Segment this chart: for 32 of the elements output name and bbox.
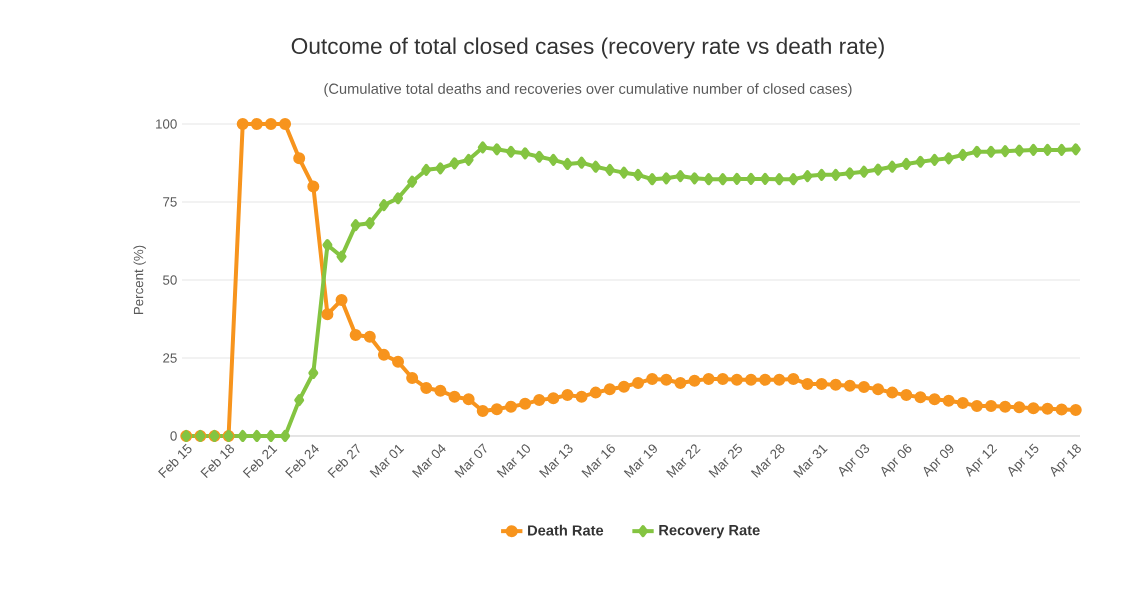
x-tick-label: Mar 16 — [581, 444, 615, 478]
chart-title: Outcome of total closed cases (recovery rate vs death rate) — [291, 37, 884, 59]
x-tick-label: Mar 13 — [539, 444, 573, 478]
x-tick-label: Mar 07 — [454, 443, 487, 478]
x-tick-label: Mar 31 — [793, 444, 828, 478]
chart-subtitle: (Cumulative total deaths and recoveries over cumulative number of closed cases) — [324, 83, 852, 97]
y-tick-label: 0 — [170, 431, 177, 441]
y-tick-label: 75 — [163, 197, 177, 207]
y-tick-label: 100 — [156, 119, 177, 129]
x-tick-label: Mar 10 — [496, 444, 531, 478]
legend-label: Death Rate — [528, 524, 604, 536]
x-tick-label: Apr 09 — [923, 444, 954, 477]
y-tick-label: 25 — [163, 353, 177, 363]
x-tick-label: Mar 04 — [411, 443, 446, 478]
x-tick-label: Feb 21 — [242, 445, 278, 479]
y-axis-title: Percent (%) — [133, 245, 146, 315]
legend-label: Recovery Rate — [659, 525, 760, 539]
x-tick-label: Apr 06 — [881, 444, 912, 477]
x-tick-label: Mar 19 — [623, 444, 657, 478]
x-tick-label: Mar 22 — [666, 444, 701, 478]
x-tick-label: Mar 25 — [708, 443, 742, 478]
x-tick-label: Apr 18 — [1050, 444, 1081, 477]
x-tick-label: Feb 24 — [285, 444, 319, 479]
y-tick-label: 50 — [163, 275, 177, 285]
x-tick-label: Feb 18 — [200, 444, 235, 479]
x-tick-label: Mar 01 — [369, 444, 405, 478]
x-tick-label: Mar 28 — [750, 444, 785, 478]
x-tick-label: Apr 15 — [1008, 443, 1039, 477]
x-tick-label: Apr 03 — [838, 444, 870, 477]
x-tick-label: Feb 27 — [327, 443, 360, 479]
x-tick-label: Feb 15 — [158, 443, 192, 479]
x-tick-label: Apr 12 — [966, 444, 998, 477]
